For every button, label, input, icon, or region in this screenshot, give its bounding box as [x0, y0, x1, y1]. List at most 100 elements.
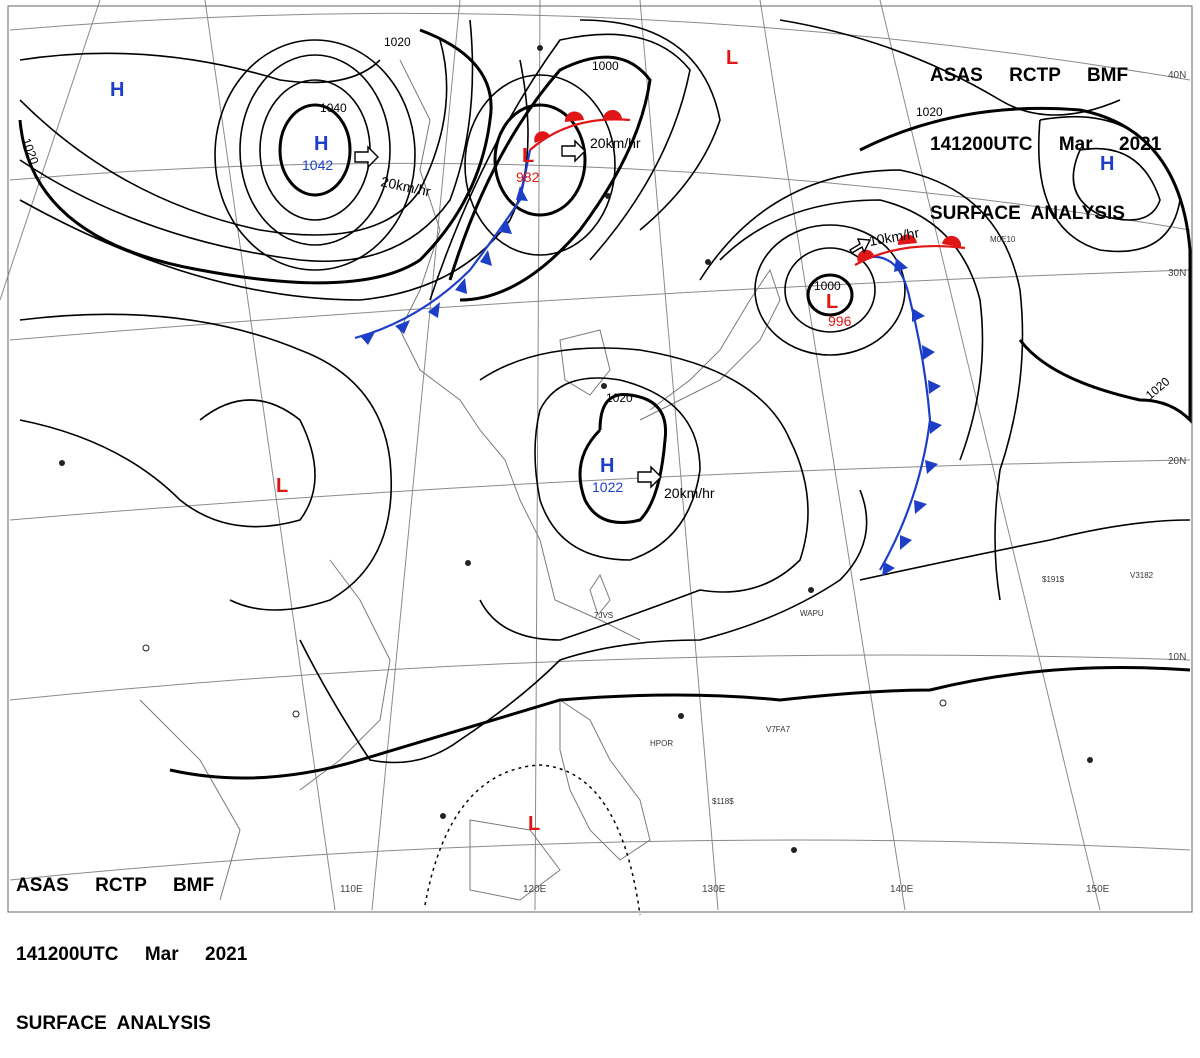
- station-marker: [939, 699, 947, 707]
- station-id-label: WAPU: [800, 609, 824, 618]
- pressure-centers: H H 1042 L 982 L H L 996 H 1022 L L: [110, 47, 1114, 835]
- meridian-line: [0, 0, 101, 301]
- coast-taiwan: [589, 573, 611, 617]
- latitude-label: 40N: [1168, 70, 1186, 81]
- coast-borneo: [469, 819, 561, 901]
- station-id-label: 7JVS: [594, 611, 613, 620]
- header-issuer-line: ASAS RCTP BMF: [16, 875, 215, 896]
- parallel-line: [9, 12, 1191, 81]
- front-semicircle: [534, 131, 550, 143]
- coast-sumatra: [139, 699, 241, 901]
- cold-front-triangles-east: [882, 258, 942, 576]
- station-id-label: $118$: [712, 797, 734, 806]
- front-semicircle: [564, 111, 584, 122]
- isobar-line: [779, 19, 1121, 116]
- high-pressure-symbol: H: [110, 79, 124, 101]
- longitude-label: 110E: [340, 884, 363, 895]
- station-plots: [59, 45, 1093, 853]
- parallel-line: [9, 459, 1191, 521]
- isobar-line: [1072, 147, 1161, 221]
- isobar-value-label: 1000: [592, 59, 619, 73]
- isobar-line: [19, 399, 316, 528]
- isobar-value-label: 1020: [606, 391, 633, 405]
- isobar-value-label: 1020: [916, 105, 943, 119]
- front-triangle: [882, 562, 895, 576]
- high-pressure-value: 1022: [592, 479, 623, 495]
- isobar-value-label: 1040: [320, 101, 347, 115]
- isobar-ring: [464, 74, 616, 256]
- low-pressure-value: 996: [828, 313, 852, 329]
- movement-arrows: [354, 139, 872, 489]
- cold-front-triangles-west: [360, 186, 528, 345]
- chart-header-bottom: ASAS RCTP BMF 141200UTC Mar 2021 SURFACE…: [16, 828, 247, 1058]
- coast-indochina: [299, 559, 391, 791]
- front-triangle: [914, 500, 927, 514]
- low-pressure-symbol: L: [826, 291, 838, 313]
- meridian-line: [534, 0, 541, 911]
- longitude-label: 140E: [890, 884, 914, 895]
- station-id-label: V3182: [1130, 571, 1154, 580]
- isobar-line: [19, 313, 393, 611]
- coast-korea: [559, 329, 611, 396]
- station-marker: [1087, 757, 1093, 763]
- station-id-label: $191$: [1042, 575, 1065, 584]
- front-triangle: [922, 345, 935, 360]
- station-marker: [142, 644, 150, 652]
- front-triangle: [500, 218, 512, 234]
- longitude-label: 120E: [523, 884, 547, 895]
- meridian-line: [371, 0, 461, 911]
- longitude-label: 130E: [702, 884, 726, 895]
- chart-header-top: ASAS RCTP BMF 141200UTC Mar 2021 SURFACE…: [930, 18, 1161, 248]
- station-id-label: V7FA7: [766, 725, 791, 734]
- coast-japan: [639, 268, 781, 421]
- isobar-value-label: 1020: [384, 35, 411, 49]
- isobar-line: [19, 52, 381, 84]
- station-marker: [605, 193, 611, 199]
- high-pressure-symbol: H: [314, 133, 328, 155]
- high-pressure-value: 1042: [302, 157, 333, 173]
- motion-speed-label: 20km/hr: [664, 485, 715, 501]
- front-triangle: [360, 332, 375, 345]
- latitude-label: 20N: [1168, 456, 1186, 467]
- station-marker: [791, 847, 797, 853]
- isobars: [18, 19, 1192, 780]
- isobar-line: [699, 169, 1024, 601]
- longitude-label: 150E: [1086, 884, 1110, 895]
- low-pressure-symbol: L: [522, 145, 534, 167]
- front-semicircle: [603, 109, 623, 120]
- isobar-line: [429, 33, 691, 301]
- meridian-line: [639, 0, 719, 911]
- station-marker: [808, 587, 814, 593]
- meridian-line: [204, 0, 336, 911]
- isobar-ring: [278, 103, 352, 197]
- warm-front-line-east: [854, 244, 966, 266]
- front-triangle: [516, 186, 528, 201]
- high-pressure-symbol: H: [1100, 153, 1114, 175]
- station-marker: [537, 45, 543, 51]
- station-marker: [601, 383, 607, 389]
- map-border: [7, 5, 1193, 913]
- isobar-line: [19, 39, 448, 236]
- low-pressure-value: 982: [516, 169, 540, 185]
- isobar-line: [19, 19, 474, 263]
- front-triangle: [912, 308, 925, 322]
- station-marker: [292, 710, 300, 718]
- isobar-line: [448, 55, 652, 302]
- isobar-value-label: 1000: [814, 279, 841, 293]
- isobar-line: [534, 377, 701, 561]
- header-title-line: SURFACE ANALYSIS: [16, 1013, 211, 1034]
- cold-front-line-east: [864, 255, 932, 571]
- header-issuer-line: ASAS RCTP BMF: [930, 65, 1129, 86]
- station-id-label: HPOR: [650, 739, 673, 748]
- isobar-line: [859, 519, 1191, 581]
- graticule: [0, 0, 1193, 913]
- isobar-line: [719, 199, 984, 461]
- coast-asia: [399, 59, 641, 641]
- map-background: [0, 0, 1200, 920]
- isobar-ring: [784, 247, 876, 333]
- parallel-line: [9, 654, 1191, 701]
- parallel-line: [9, 839, 1191, 881]
- high-pressure-symbol: H: [600, 455, 614, 477]
- motion-arrow-icon: [849, 238, 872, 254]
- front-semicircle: [857, 249, 874, 262]
